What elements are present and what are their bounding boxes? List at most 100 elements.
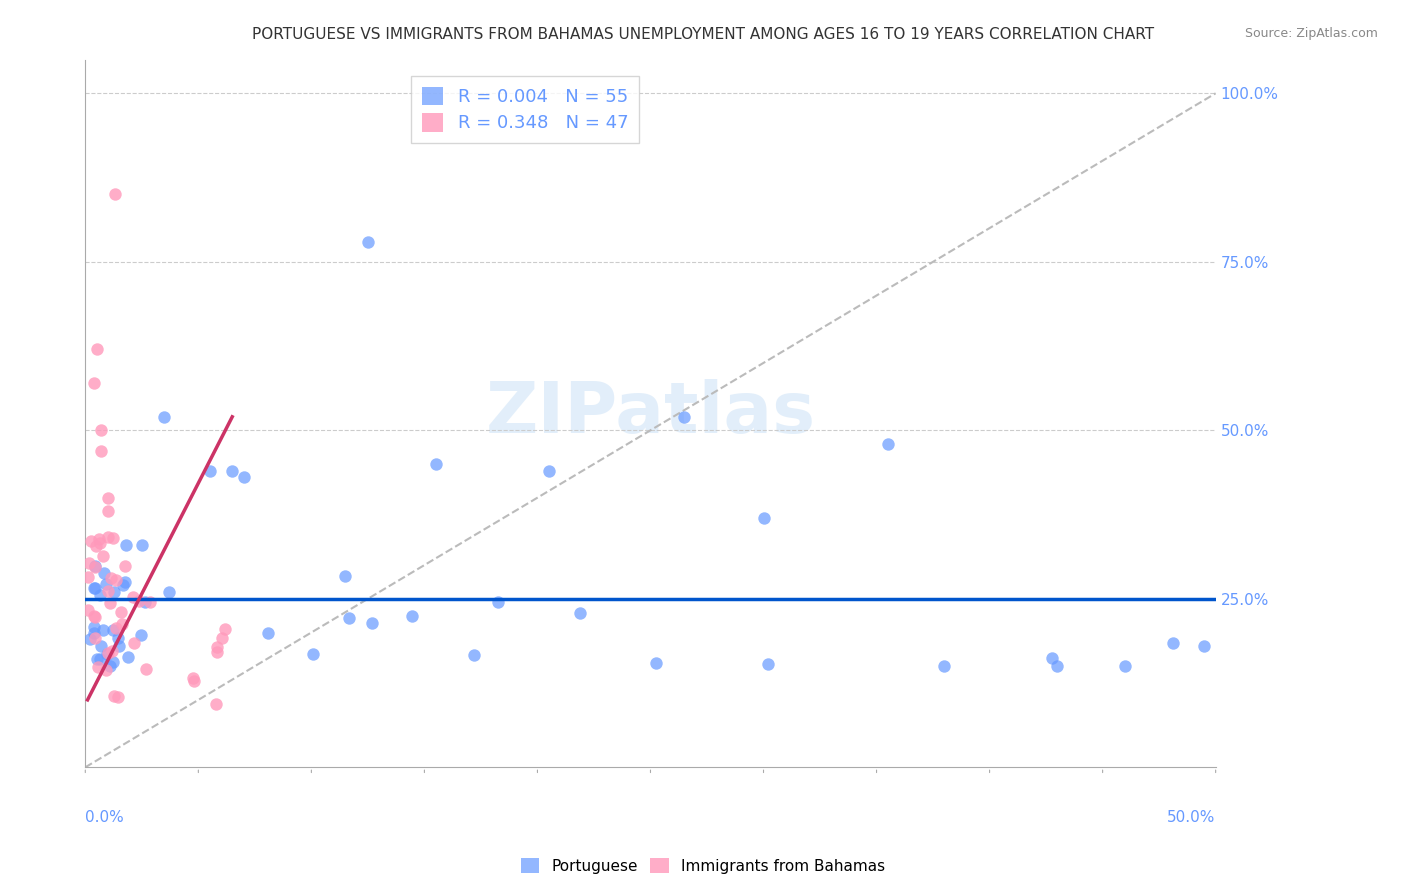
Point (934, 659, 956, 673)
Point (83, 620, 105, 634)
Point (425, 457, 447, 471)
Point (401, 609, 423, 624)
Point (104, 621, 127, 635)
Point (83, 581, 105, 595)
Point (1161, 636, 1184, 650)
Point (84, 631, 107, 645)
Point (756, 657, 779, 671)
Point (122, 590, 145, 604)
Point (645, 656, 668, 670)
Point (91, 623, 114, 637)
Point (302, 647, 325, 661)
Point (205, 640, 228, 654)
Point (98, 658, 121, 673)
Point (114, 575, 136, 590)
Point (87, 660, 110, 674)
Point (89, 532, 111, 546)
Point (122, 636, 145, 650)
Point (104, 573, 127, 587)
Point (205, 645, 228, 659)
Point (134, 595, 156, 609)
Point (97, 584, 120, 599)
Point (86, 651, 108, 665)
Point (84, 559, 107, 574)
Point (153, 409, 176, 424)
Point (1114, 659, 1136, 673)
Point (104, 187, 127, 202)
Point (89, 588, 111, 602)
Point (108, 640, 131, 654)
Point (333, 569, 356, 583)
Point (89, 536, 111, 550)
Point (101, 644, 124, 658)
Point (103, 623, 125, 637)
Point (135, 662, 157, 676)
Point (157, 585, 180, 599)
Point (103, 585, 125, 599)
Point (86, 343, 108, 357)
Point (83, 376, 105, 390)
Legend: R = 0.004   N = 55, R = 0.348   N = 47: R = 0.004 N = 55, R = 0.348 N = 47 (411, 76, 640, 144)
Point (198, 464, 221, 478)
Point (79, 632, 101, 646)
Point (97, 491, 120, 505)
Point (98, 596, 121, 610)
Point (752, 511, 775, 525)
Text: PORTUGUESE VS IMMIGRANTS FROM BAHAMAS UNEMPLOYMENT AMONG AGES 16 TO 19 YEARS COR: PORTUGUESE VS IMMIGRANTS FROM BAHAMAS UN… (252, 27, 1154, 42)
Text: ZIPatlas: ZIPatlas (485, 379, 815, 448)
Point (114, 559, 136, 574)
Point (90, 443, 112, 458)
Point (181, 671, 204, 685)
Point (463, 648, 485, 663)
Text: 50.0%: 50.0% (1167, 810, 1216, 825)
Legend: Portuguese, Immigrants from Bahamas: Portuguese, Immigrants from Bahamas (515, 852, 891, 880)
Point (110, 605, 132, 619)
Point (107, 690, 129, 705)
Point (1040, 651, 1063, 665)
Point (183, 674, 205, 689)
Point (112, 578, 135, 592)
Text: Source: ZipAtlas.com: Source: ZipAtlas.com (1244, 27, 1378, 40)
Point (76, 570, 98, 584)
Point (93, 549, 115, 563)
Point (128, 594, 150, 608)
Point (103, 689, 125, 703)
Point (214, 623, 236, 637)
Point (337, 611, 360, 625)
Point (97, 646, 120, 660)
Point (89, 651, 111, 665)
Point (77, 556, 100, 570)
Point (221, 464, 243, 478)
Point (537, 464, 560, 478)
Point (84, 610, 107, 624)
Point (211, 632, 233, 646)
Point (129, 628, 152, 642)
Point (94, 576, 117, 591)
Point (84, 539, 107, 553)
Point (96, 648, 118, 662)
Text: 0.0%: 0.0% (86, 810, 124, 825)
Point (93, 566, 115, 580)
Point (673, 409, 696, 424)
Point (76, 603, 98, 617)
Point (205, 698, 228, 712)
Point (115, 538, 138, 552)
Point (1046, 659, 1069, 673)
Point (111, 616, 134, 631)
Point (361, 615, 384, 630)
Point (84, 559, 107, 574)
Point (107, 631, 129, 645)
Point (569, 607, 592, 621)
Point (117, 650, 139, 665)
Point (101, 531, 124, 545)
Point (139, 595, 162, 609)
Point (83, 626, 105, 640)
Point (257, 626, 280, 640)
Point (79, 534, 101, 549)
Point (83, 609, 105, 624)
Point (1194, 639, 1216, 653)
Point (131, 538, 153, 552)
Point (90, 423, 112, 437)
Point (84, 581, 107, 595)
Point (97, 504, 120, 518)
